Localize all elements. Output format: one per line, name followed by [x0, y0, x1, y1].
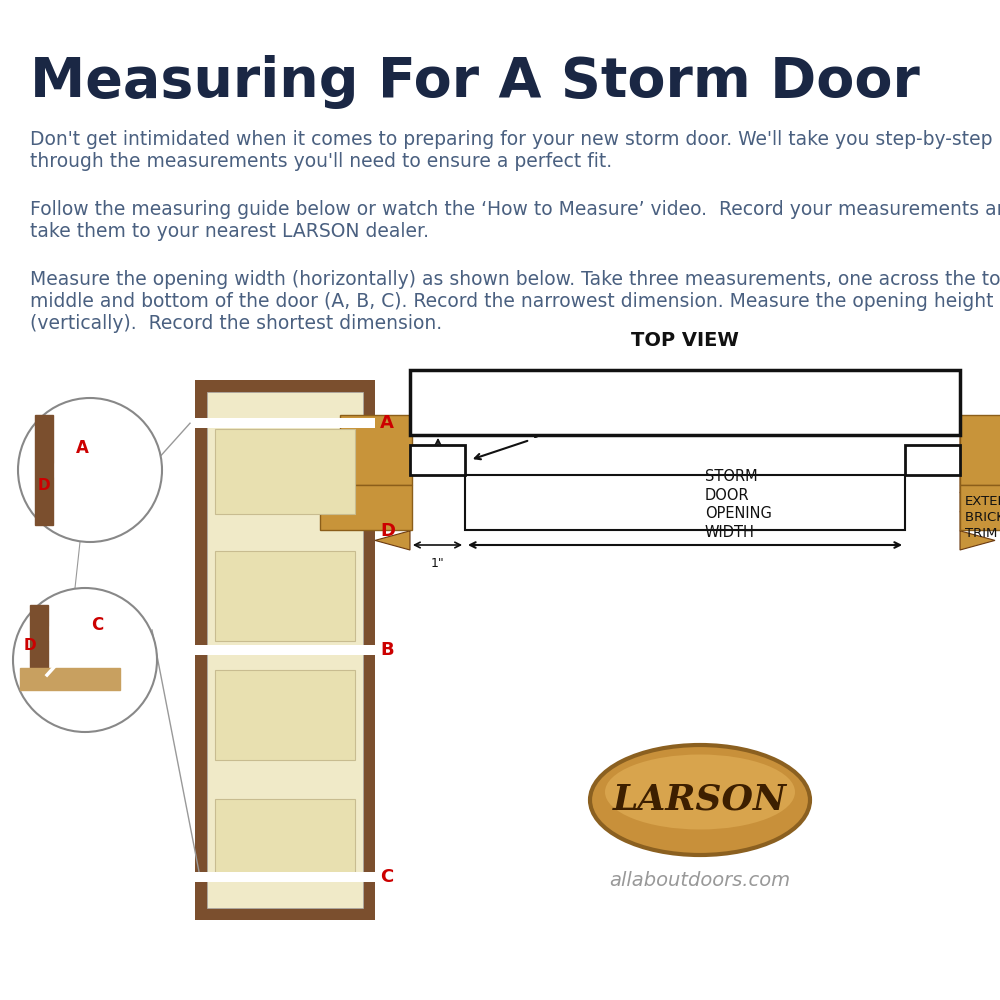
Circle shape [18, 398, 162, 542]
FancyBboxPatch shape [340, 415, 412, 485]
FancyBboxPatch shape [195, 645, 375, 655]
FancyBboxPatch shape [465, 475, 905, 530]
Text: (vertically).  Record the shortest dimension.: (vertically). Record the shortest dimens… [30, 314, 442, 333]
Text: A: A [76, 439, 88, 457]
FancyBboxPatch shape [215, 429, 355, 514]
FancyBboxPatch shape [195, 418, 375, 428]
Text: middle and bottom of the door (A, B, C). Record the narrowest dimension. Measure: middle and bottom of the door (A, B, C).… [30, 292, 994, 311]
Text: A: A [380, 414, 394, 432]
Ellipse shape [605, 754, 795, 830]
Text: 1": 1" [443, 448, 457, 462]
Text: take them to your nearest LARSON dealer.: take them to your nearest LARSON dealer. [30, 222, 429, 241]
Text: EXTERIOR
BRICK MOLD
TRIM: EXTERIOR BRICK MOLD TRIM [965, 495, 1000, 540]
Polygon shape [375, 435, 410, 550]
FancyBboxPatch shape [320, 485, 412, 530]
Ellipse shape [590, 745, 810, 855]
Bar [30, 605, 48, 670]
FancyBboxPatch shape [410, 370, 960, 435]
Text: D: D [24, 638, 36, 652]
Text: Follow the measuring guide below or watch the ‘How to Measure’ video.  Record yo: Follow the measuring guide below or watc… [30, 200, 1000, 219]
Text: 1": 1" [431, 557, 444, 570]
Text: TOP VIEW: TOP VIEW [631, 330, 739, 350]
FancyBboxPatch shape [215, 551, 355, 641]
Text: LARSON: LARSON [613, 783, 787, 817]
Circle shape [13, 588, 157, 732]
Text: C: C [380, 868, 393, 886]
Text: EXTERIOR HOUSE DOOR: EXTERIOR HOUSE DOOR [582, 395, 788, 410]
Text: allaboutdoors.com: allaboutdoors.com [609, 870, 791, 890]
FancyBboxPatch shape [215, 670, 355, 760]
Text: through the measurements you'll need to ensure a perfect fit.: through the measurements you'll need to … [30, 152, 612, 171]
Polygon shape [960, 435, 995, 550]
Text: JAMB: JAMB [535, 423, 579, 438]
FancyBboxPatch shape [207, 392, 363, 908]
FancyBboxPatch shape [960, 415, 1000, 485]
Bar [35, 415, 53, 525]
Text: C: C [91, 616, 103, 634]
Text: Measure the opening width (horizontally) as shown below. Take three measurements: Measure the opening width (horizontally)… [30, 270, 1000, 289]
FancyBboxPatch shape [195, 872, 375, 882]
Text: STORM
DOOR
OPENING
WIDTH: STORM DOOR OPENING WIDTH [705, 469, 772, 540]
Text: Don't get intimidated when it comes to preparing for your new storm door. We'll : Don't get intimidated when it comes to p… [30, 130, 992, 149]
FancyBboxPatch shape [905, 445, 960, 475]
FancyBboxPatch shape [215, 799, 355, 879]
Bar [55, 463, 125, 477]
FancyBboxPatch shape [960, 485, 1000, 530]
FancyBboxPatch shape [410, 445, 465, 475]
Text: D: D [380, 522, 395, 540]
Text: D: D [38, 478, 50, 492]
Bar [50, 626, 120, 640]
Text: B: B [380, 641, 394, 659]
FancyBboxPatch shape [195, 380, 375, 920]
Text: Measuring For A Storm Door: Measuring For A Storm Door [30, 55, 920, 109]
Bar [20, 668, 120, 690]
